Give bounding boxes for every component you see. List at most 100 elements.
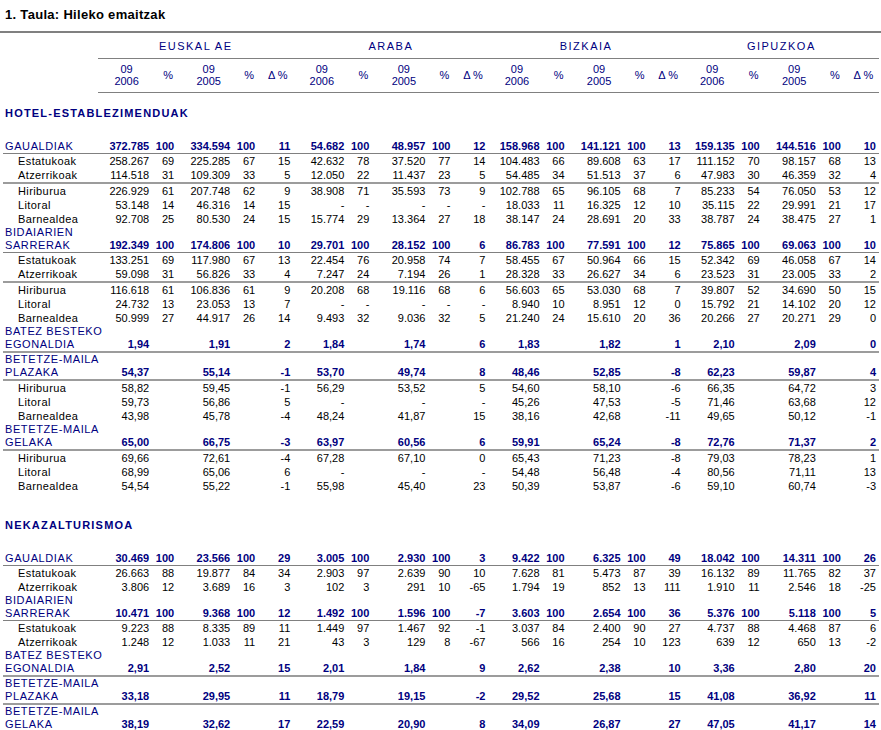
- cell: 67: [822, 253, 848, 268]
- cell: 15: [262, 212, 293, 226]
- cell: 88: [155, 621, 181, 636]
- cell: 78: [350, 154, 376, 169]
- cell: 50,39: [488, 479, 545, 493]
- cell: 27: [822, 212, 848, 226]
- cell: 25,68: [572, 689, 627, 704]
- cell: -: [457, 198, 488, 212]
- cell: 65,24: [572, 435, 627, 450]
- cell: 41,17: [767, 717, 822, 730]
- cell: 29: [262, 551, 293, 566]
- page: 1. Taula: Hileko emaitzak EUSKAL AEARABA…: [0, 7, 881, 730]
- cell: 36: [653, 311, 684, 325]
- cell: [236, 717, 262, 730]
- cell: 12: [155, 635, 181, 649]
- table-row: Estatukoak258.26769225.285671542.6327837…: [3, 154, 879, 169]
- cell: 58,10: [572, 380, 627, 395]
- column-header: %: [350, 59, 376, 93]
- cell: 38.787: [684, 212, 741, 226]
- cell: 100: [431, 238, 457, 253]
- corner-cell: [3, 59, 98, 93]
- cell: [236, 395, 262, 409]
- table-row: GELAKA38,1932,621722,5920,90834,0926,872…: [3, 717, 879, 730]
- table-row: Barnealdea92.7082580.530241515.7742913.3…: [3, 212, 879, 226]
- cell: 96.105: [572, 183, 627, 198]
- cell: 26: [431, 267, 457, 282]
- cell: 29: [822, 311, 848, 325]
- cell: 20.958: [376, 253, 431, 268]
- cell: 1.596: [376, 606, 431, 621]
- cell: 62: [236, 183, 262, 198]
- cell: 852: [572, 580, 627, 594]
- cell: 10: [848, 139, 879, 154]
- cell: 29: [350, 212, 376, 226]
- cell: [822, 717, 848, 730]
- table-row: Barnealdea43,9845,78-448,2441,871538,164…: [3, 409, 879, 423]
- cell: 38.908: [293, 183, 350, 198]
- cell: [431, 479, 457, 493]
- cell: 117.980: [181, 253, 236, 268]
- cell: 100: [155, 551, 181, 566]
- cell: 47,53: [572, 395, 627, 409]
- cell: 25: [155, 212, 181, 226]
- cell: 67,28: [293, 450, 350, 465]
- cell: -: [376, 297, 431, 311]
- cell: -3: [262, 435, 293, 450]
- cell: 33,18: [98, 689, 155, 704]
- cell: 35.593: [376, 183, 431, 198]
- cell: 254: [572, 635, 627, 649]
- cell: 21: [822, 198, 848, 212]
- cell: [546, 717, 572, 730]
- cell: 11: [848, 689, 879, 704]
- cell: 17: [848, 198, 879, 212]
- cell: 24.732: [98, 297, 155, 311]
- section-title: NEKAZALTURISMOA: [3, 493, 879, 551]
- cell: [431, 409, 457, 423]
- cell: [741, 661, 767, 676]
- cell: 5.473: [572, 566, 627, 581]
- row-label: BETETZE-MAILA: [3, 704, 879, 717]
- section-title-row: NEKAZALTURISMOA: [3, 493, 879, 551]
- cell: 21: [262, 635, 293, 649]
- cell: 16.325: [572, 198, 627, 212]
- cell: 66: [627, 253, 653, 268]
- cell: 76.050: [767, 183, 822, 198]
- cell: 100: [627, 606, 653, 621]
- cell: 65,06: [181, 465, 236, 479]
- column-header: Δ %: [262, 59, 293, 93]
- cell: 111.152: [684, 154, 741, 169]
- cell: 33: [822, 267, 848, 282]
- cell: 10: [262, 238, 293, 253]
- cell: -8: [653, 365, 684, 380]
- row-label: GAUALDIAK: [3, 139, 98, 154]
- cell: [236, 689, 262, 704]
- cell: [546, 661, 572, 676]
- cell: [431, 380, 457, 395]
- column-header: 092006: [98, 59, 155, 93]
- cell: 20,90: [376, 717, 431, 730]
- cell: 50.964: [572, 253, 627, 268]
- cell: 13: [653, 139, 684, 154]
- cell: [155, 435, 181, 450]
- cell: 12: [653, 238, 684, 253]
- cell: 3.689: [181, 580, 236, 594]
- cell: 80.530: [181, 212, 236, 226]
- cell: -: [293, 395, 350, 409]
- cell: 69: [155, 154, 181, 169]
- cell: 20: [822, 297, 848, 311]
- column-header-row: 092006%092005%Δ %092006%092005%Δ %092006…: [3, 59, 879, 93]
- cell: [627, 689, 653, 704]
- cell: [431, 435, 457, 450]
- cell: [822, 689, 848, 704]
- cell: 10: [848, 238, 879, 253]
- cell: 58,82: [98, 380, 155, 395]
- cell: 65,43: [488, 450, 545, 465]
- cell: 13: [236, 297, 262, 311]
- cell: 6: [653, 267, 684, 282]
- column-header: Δ %: [457, 59, 488, 93]
- cell: 334.594: [181, 139, 236, 154]
- cell: 74: [431, 253, 457, 268]
- cell: [236, 479, 262, 493]
- cell: 7: [262, 297, 293, 311]
- row-label-continuation: BATEZ BESTEKO: [3, 649, 879, 661]
- cell: [822, 380, 848, 395]
